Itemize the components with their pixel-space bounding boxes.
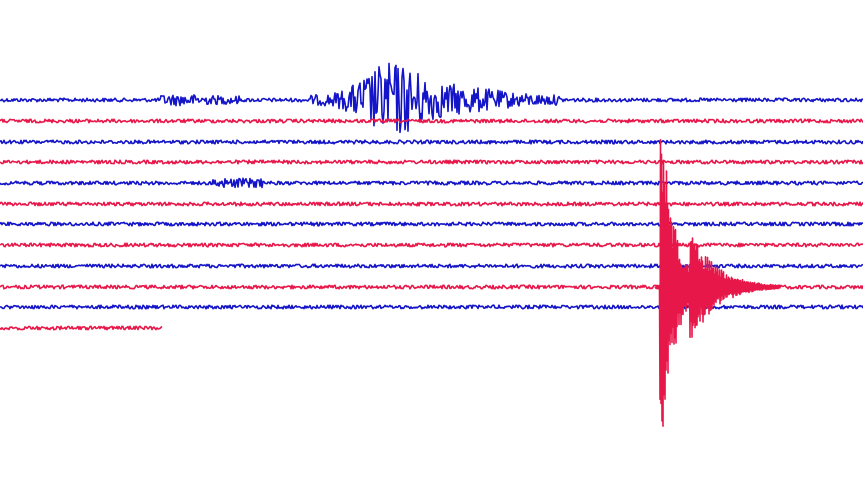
trace bbox=[0, 325, 163, 331]
trace bbox=[0, 263, 863, 269]
trace bbox=[0, 304, 863, 310]
trace bbox=[0, 118, 863, 124]
trace bbox=[0, 201, 863, 207]
trace bbox=[0, 159, 863, 165]
trace bbox=[0, 221, 863, 227]
trace bbox=[0, 177, 863, 189]
trace bbox=[0, 139, 863, 145]
trace bbox=[0, 62, 863, 134]
event-trace bbox=[654, 139, 781, 427]
trace bbox=[0, 242, 863, 248]
